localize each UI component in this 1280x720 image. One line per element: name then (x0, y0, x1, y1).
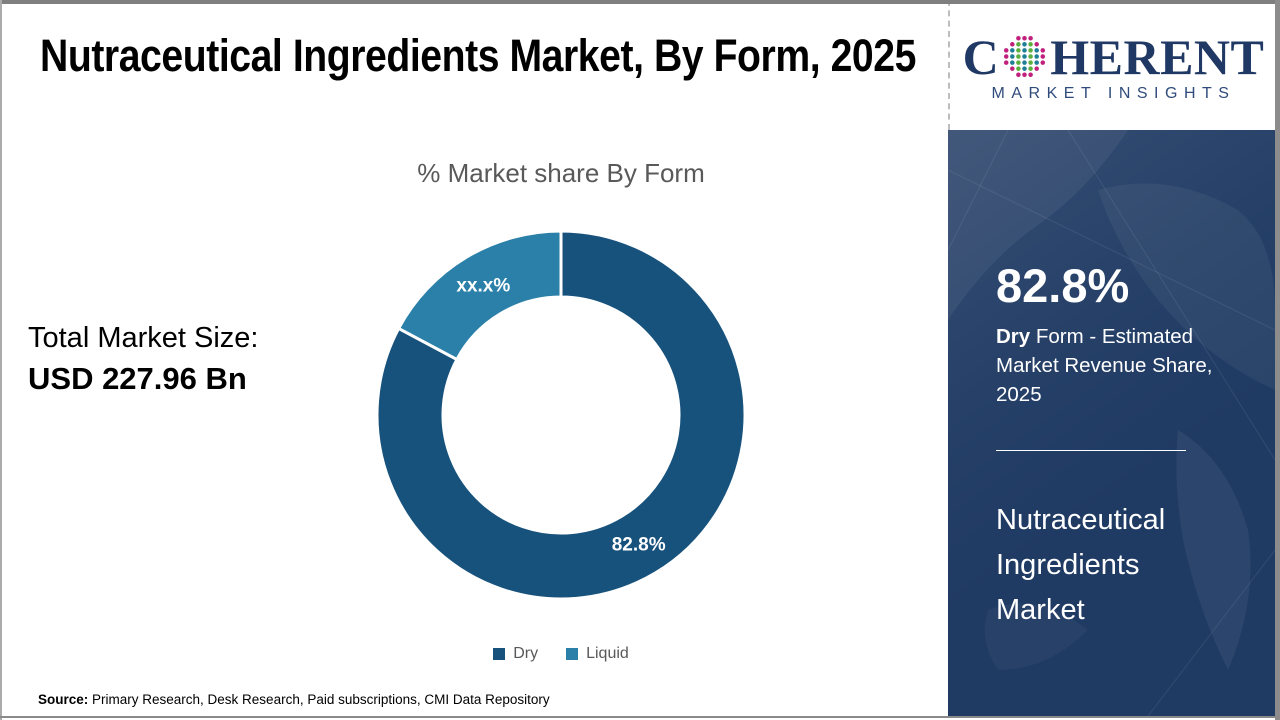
legend-label-liquid: Liquid (586, 645, 629, 662)
world-map-texture (948, 130, 1275, 716)
donut-chart: 82.8% xx.x% (375, 229, 747, 601)
logo-area: C HERENT MARKET INSIGHTS (952, 4, 1275, 130)
logo-text-c: C (962, 28, 1000, 85)
chart-title: % Market share By Form (417, 158, 705, 188)
sidebar: 82.8% Dry Form - Estimated Market Revenu… (948, 130, 1275, 716)
legend-swatch-liquid (566, 648, 579, 660)
coherent-logo: C HERENT (963, 32, 1265, 82)
page-title: Nutraceutical Ingredients Market, By For… (40, 30, 916, 81)
source-label: Source: (38, 692, 89, 707)
total-market-size-label: Total Market Size: (28, 322, 259, 354)
total-market-size-block: Total Market Size: USD 227.96 Bn (28, 322, 258, 397)
legend-item-dry: Dry (493, 645, 538, 663)
stat-description-rest: Form - Estimated Market Revenue Share, 2… (996, 325, 1213, 406)
logo-text-herent: HERENT (1050, 28, 1265, 85)
dashed-separator (948, 0, 950, 130)
slice-label-liquid: xx.x% (456, 276, 510, 297)
coherent-globe-icon (1004, 35, 1046, 78)
sidebar-divider (996, 450, 1186, 451)
bottom-border (0, 716, 1280, 718)
chart-legend: Dry Liquid (361, 645, 761, 663)
left-border (0, 0, 2, 720)
donut-slice-dry (375, 229, 747, 601)
stat-value: 82.8% (996, 259, 1130, 312)
legend-label-dry: Dry (513, 645, 539, 662)
stat-description: Dry Form - Estimated Market Revenue Shar… (996, 322, 1231, 409)
donut-slice-liquid (396, 229, 563, 362)
logo-subtitle: MARKET INSIGHTS (991, 84, 1236, 102)
total-market-size-value: USD 227.96 Bn (28, 361, 247, 396)
source-text: Primary Research, Desk Research, Paid su… (88, 692, 550, 707)
top-border (0, 0, 1280, 4)
sidebar-market-name: Nutraceutical Ingredients Market (996, 504, 1166, 626)
legend-item-liquid: Liquid (566, 645, 629, 663)
legend-swatch-dry (493, 648, 506, 660)
stat-description-bold: Dry (996, 325, 1031, 348)
right-border (1275, 0, 1280, 720)
slice-label-dry: 82.8% (612, 534, 666, 555)
source-line: Source: Primary Research, Desk Research,… (38, 692, 550, 707)
